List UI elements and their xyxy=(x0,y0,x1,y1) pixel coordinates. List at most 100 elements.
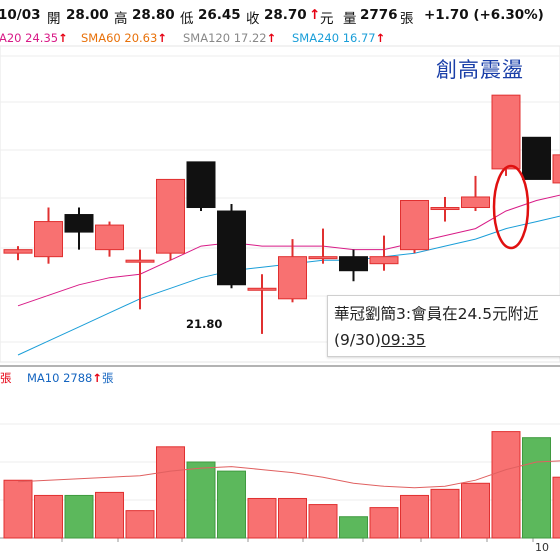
volume-bars xyxy=(3,431,560,539)
highlight-circle xyxy=(492,164,530,250)
candle xyxy=(156,178,185,261)
candlesticks xyxy=(3,94,560,334)
candle xyxy=(186,161,216,212)
candle xyxy=(339,249,368,282)
candle xyxy=(400,199,429,254)
sma120-legend: SMA120 17.22↑ xyxy=(183,31,276,45)
sma20-up-arrow-icon: ↑ xyxy=(58,31,68,45)
candle xyxy=(522,136,551,180)
candle xyxy=(95,221,124,257)
volume-ma-line xyxy=(17,460,560,489)
candle xyxy=(247,274,277,334)
volume-bar xyxy=(217,470,246,539)
candle-body xyxy=(156,178,185,254)
price-panel-frame xyxy=(0,45,560,363)
news-tooltip[interactable]: 華冠劉簡3:會員在24.5元附近 (9/30)09:35 xyxy=(327,295,560,357)
volume-bar xyxy=(64,494,94,539)
candle-body xyxy=(64,214,94,233)
volume-bar xyxy=(34,494,63,539)
unit-label: 元 xyxy=(320,11,334,27)
candle-body xyxy=(3,249,33,254)
candle-body xyxy=(278,256,307,300)
volume-bar xyxy=(522,437,551,539)
volume-bar xyxy=(552,476,560,539)
low-price-label: 21.80 xyxy=(186,317,223,331)
tooltip-headline[interactable]: 華冠劉簡3:會員在24.5元附近 xyxy=(334,305,539,323)
sma120-name: SMA120 xyxy=(183,31,231,45)
sma20-name: A20 xyxy=(0,31,22,45)
sma120-up-arrow-icon: ↑ xyxy=(266,31,277,45)
candle-body xyxy=(308,256,338,260)
sma120-value: 17.22 xyxy=(233,31,267,45)
candle-body xyxy=(339,256,368,272)
open-label: 開 xyxy=(47,11,61,27)
candle xyxy=(278,239,307,303)
volume-ma-name: MA10 xyxy=(27,371,60,385)
candle-body xyxy=(217,210,246,286)
low-label: 低 xyxy=(180,11,194,27)
candle-body xyxy=(522,136,551,180)
volume-bar xyxy=(308,504,338,539)
volume-ma-value: 2788 xyxy=(63,371,93,385)
volume-unit: 張 xyxy=(400,11,414,27)
volume-bar xyxy=(278,497,307,539)
open-value: 28.00 xyxy=(66,7,109,23)
tooltip-timestamp[interactable]: (9/30)09:35 xyxy=(334,331,426,349)
volume-moving-average xyxy=(17,460,560,489)
volume-bar xyxy=(430,488,460,539)
candle xyxy=(308,228,338,264)
candle xyxy=(217,204,246,289)
tooltip-time[interactable]: 09:35 xyxy=(380,331,426,349)
candle xyxy=(64,207,94,250)
candle-body xyxy=(430,207,460,211)
candle xyxy=(461,175,490,212)
candle-body xyxy=(186,161,216,209)
volume-label: 量 xyxy=(343,11,357,27)
close-value: 28.70 xyxy=(264,7,307,23)
close-label: 收 xyxy=(246,11,260,27)
header-date: 10/03 xyxy=(0,7,41,23)
sma60-up-arrow-icon: ↑ xyxy=(157,31,167,45)
tooltip-date: (9/30) xyxy=(334,331,381,349)
volume-ma-up-arrow-icon: ↑ xyxy=(92,371,103,385)
sma60-name: SMA60 xyxy=(81,31,121,45)
sma60-legend: SMA60 20.63↑ xyxy=(81,31,167,45)
volume-bar xyxy=(3,479,33,539)
candle xyxy=(125,249,155,310)
change-value: +1.70 (+6.30%) xyxy=(424,7,544,23)
volume-bar xyxy=(156,446,185,539)
candle-body xyxy=(491,94,521,170)
volume-bar xyxy=(125,510,155,539)
sma20-legend: A20 24.35↑ xyxy=(0,31,68,45)
annotation-title: 創高震盪 xyxy=(436,58,524,82)
candle xyxy=(430,196,460,222)
price-header: 10/03 開 28.00 高 28.80 低 26.45 收 28.70 ↑ … xyxy=(0,0,560,30)
candle xyxy=(34,207,63,264)
volume-bar xyxy=(400,494,429,539)
sma20-value: 24.35 xyxy=(25,31,59,45)
candle-body xyxy=(125,259,155,263)
low-value: 26.45 xyxy=(198,7,241,23)
candle-body xyxy=(369,256,399,265)
close-up-arrow-icon: ↑ xyxy=(309,7,321,23)
candle-body xyxy=(552,154,560,184)
sma240-name: SMA240 xyxy=(292,31,340,45)
volume-ma-legend: MA10 2788↑張 xyxy=(27,370,114,385)
sma240-up-arrow-icon: ↑ xyxy=(375,31,386,45)
volume-bar xyxy=(461,482,490,539)
high-value: 28.80 xyxy=(132,7,175,23)
candle-body xyxy=(247,287,277,291)
volume-legend: 張 MA10 2788↑張 xyxy=(0,369,560,385)
candle xyxy=(552,154,560,184)
volume-value: 2776 xyxy=(360,7,398,23)
volume-bar xyxy=(247,497,277,539)
candle xyxy=(3,246,33,261)
sma240-legend: SMA240 16.77↑ xyxy=(292,31,385,45)
sma-legend: A20 24.35↑ SMA60 20.63↑ SMA120 17.22↑ SM… xyxy=(0,30,560,46)
candle xyxy=(491,94,521,176)
sma240-value: 16.77 xyxy=(342,31,376,45)
volume-prefix: 張 xyxy=(0,371,12,385)
candle-body xyxy=(461,196,490,209)
volume-bar xyxy=(186,461,216,539)
